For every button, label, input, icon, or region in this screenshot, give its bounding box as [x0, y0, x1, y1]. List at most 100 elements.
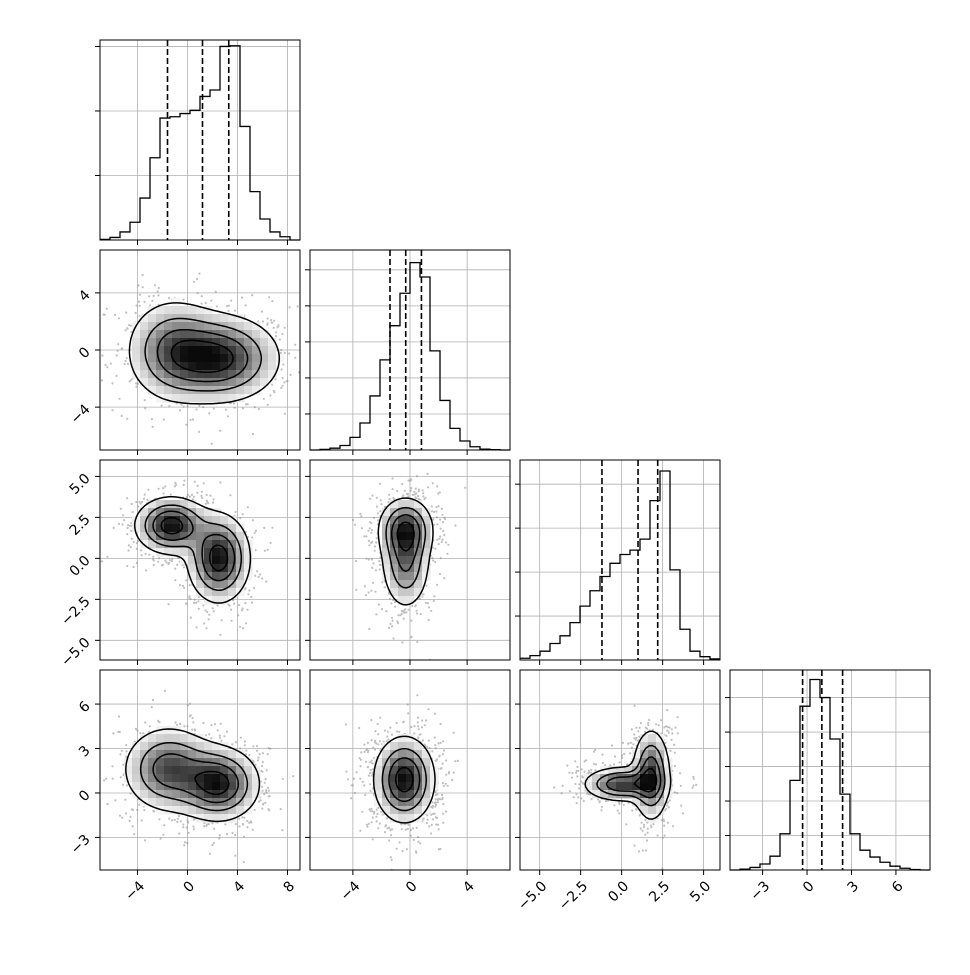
density-cell: [406, 588, 415, 597]
density-cell: [236, 790, 245, 799]
density-cell: [156, 330, 165, 339]
density-cell: [406, 500, 415, 509]
density-cell: [180, 330, 189, 339]
density-cell: [148, 524, 157, 533]
density-cell: [244, 564, 253, 573]
density-cell: [148, 516, 157, 525]
density-cell: [212, 814, 221, 823]
density-cell: [244, 766, 253, 775]
density-cell: [180, 500, 189, 509]
density-cell: [188, 572, 197, 581]
density-cell: [382, 516, 391, 525]
density-cell: [414, 564, 423, 573]
density-cell: [398, 766, 407, 775]
density-cell: [148, 742, 157, 751]
density-cell: [196, 750, 205, 759]
x-tick-label-col-3: 6: [889, 878, 907, 896]
density-cell: [398, 580, 407, 589]
density-cell: [640, 774, 649, 783]
density-cell: [220, 516, 229, 525]
density-cell: [220, 782, 229, 791]
density-cell: [212, 564, 221, 573]
contour-level-2: [390, 514, 421, 573]
density-cell: [156, 354, 165, 363]
density-cell: [172, 516, 181, 525]
density-cell: [236, 322, 245, 331]
density-cell: [390, 564, 399, 573]
pair-panel-3-0: [95, 669, 301, 875]
contour-level-3: [170, 339, 234, 373]
x-tick-label-col-3: 0: [800, 878, 818, 896]
density-cell: [260, 354, 269, 363]
x-tick-label-col-0: 4: [231, 878, 249, 896]
density-cell: [236, 346, 245, 355]
density-cell: [220, 314, 229, 323]
density-cell: [164, 790, 173, 799]
density-cell: [212, 508, 221, 517]
density-cell: [172, 548, 181, 557]
density-cell: [600, 774, 609, 783]
density-cell: [220, 540, 229, 549]
density-cell: [164, 774, 173, 783]
density-cell: [132, 790, 141, 799]
density-cell: [164, 742, 173, 751]
density-cell: [398, 532, 407, 541]
density-cell: [188, 322, 197, 331]
contour-level-3: [395, 766, 414, 793]
density-cell: [172, 354, 181, 363]
density-cell: [382, 806, 391, 815]
density-cell: [156, 500, 165, 509]
density-cell: [406, 524, 415, 533]
density-cell: [212, 572, 221, 581]
density-cell: [228, 750, 237, 759]
density-cell: [164, 798, 173, 807]
density-cell: [180, 806, 189, 815]
density-cell: [188, 354, 197, 363]
density-cell: [664, 766, 673, 775]
density-cell: [228, 806, 237, 815]
density-cell: [252, 378, 261, 387]
density-cell: [656, 790, 665, 799]
density-cell: [212, 588, 221, 597]
density-cell: [180, 742, 189, 751]
scatter-points-2-1: [351, 472, 467, 660]
density-cell: [390, 556, 399, 565]
density-cell: [212, 782, 221, 791]
contour-level-1: [381, 747, 427, 812]
density-cell: [180, 790, 189, 799]
density-cell: [140, 766, 149, 775]
density-cell: [172, 346, 181, 355]
density-cell: [156, 774, 165, 783]
density-cell: [398, 508, 407, 517]
pair-content-2-1: [310, 460, 510, 660]
density-cell: [244, 782, 253, 791]
density-cell: [220, 596, 229, 605]
density-cell: [204, 314, 213, 323]
density-cell: [374, 782, 383, 791]
density-cell: [268, 354, 277, 363]
density-cell: [252, 354, 261, 363]
density-cell: [236, 540, 245, 549]
density-cell: [398, 758, 407, 767]
density-cell: [382, 508, 391, 517]
y-tick-label-row-1: −4: [68, 401, 94, 427]
density-cell: [204, 548, 213, 557]
density-cell: [390, 500, 399, 509]
density-cell: [180, 774, 189, 783]
density-cell: [244, 362, 253, 371]
density-cell: [188, 306, 197, 315]
density-cell: [220, 556, 229, 565]
density-cell: [164, 346, 173, 355]
density-cell: [172, 362, 181, 371]
density-cell: [220, 362, 229, 371]
y-tick-label-row-1: 4: [76, 287, 94, 305]
density-cell: [406, 782, 415, 791]
density-cell: [236, 394, 245, 403]
density-cell: [196, 322, 205, 331]
density-cell: [156, 346, 165, 355]
density-cell: [260, 370, 269, 379]
density-cell: [212, 362, 221, 371]
density-cell: [140, 508, 149, 517]
density-cell: [260, 378, 269, 387]
density-cell: [172, 540, 181, 549]
